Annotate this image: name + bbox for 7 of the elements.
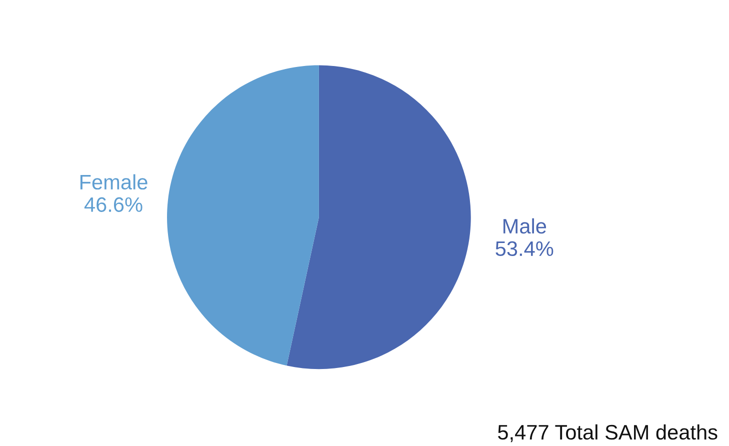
text: 5,477 Total SAM deaths: [498, 424, 718, 442]
pie-slice: [167, 65, 319, 366]
data-label: 46.6%: [84, 197, 142, 212]
data-label: 53.4%: [496, 241, 554, 256]
pie-slice: [286, 65, 471, 370]
slice-label: Female: [80, 174, 148, 190]
slice-label: Male: [504, 218, 546, 234]
